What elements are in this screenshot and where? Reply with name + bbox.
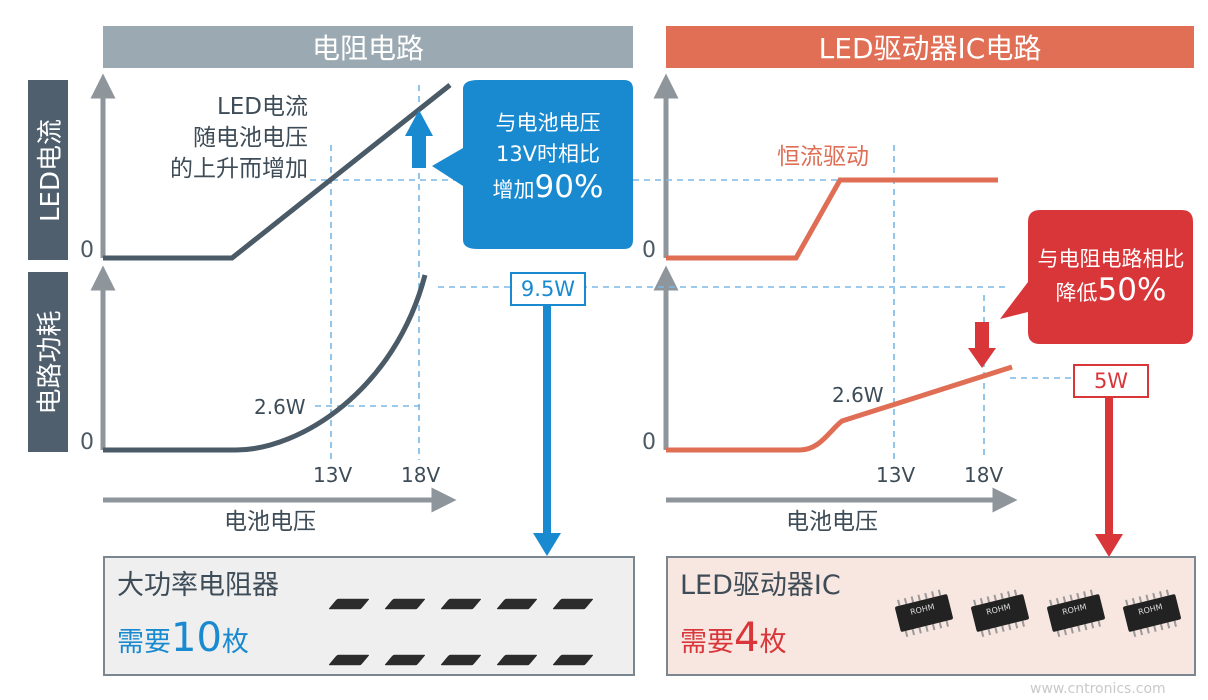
right-top-zero-label: 0 — [642, 238, 656, 263]
blue-down-arrow-icon — [533, 533, 561, 556]
left-top-zero-label: 0 — [80, 238, 94, 263]
resistor-requirement-box: 大功率电阻器 需要10枚 — [103, 556, 635, 676]
resistor-current-annotation: LED电流 随电池电压 的上升而增加 — [140, 92, 308, 185]
resistor-component-icon — [383, 653, 427, 667]
resistor-circuit-header: 电阻电路 — [103, 26, 633, 68]
decrease-callout-value: 50% — [1097, 272, 1167, 308]
led-driver-need-prefix: 需要 — [680, 627, 734, 658]
right-x-axis-label: 电池电压 — [786, 509, 878, 535]
decrease-callout-line-1: 与电阻电路相比 — [1037, 247, 1185, 271]
left-bottom-zero-label: 0 — [80, 430, 94, 455]
resistor-2p6w-label: 2.6W — [254, 395, 306, 419]
resistor-component-icon — [439, 653, 483, 667]
increase-callout-prefix: 增加 — [492, 178, 535, 202]
decrease-arrow-icon — [968, 348, 996, 368]
decrease-callout-text: 与电阻电路相比 降低50% — [1026, 244, 1196, 309]
resistor-component-icon — [551, 653, 595, 667]
led-power-value-box: 5W — [1073, 364, 1149, 398]
left-13v-tick: 13V — [313, 463, 353, 487]
increase-callout-line-1: 与电池电压 — [495, 111, 601, 135]
increase-callout-bubble — [432, 80, 633, 249]
right-13v-tick: 13V — [876, 463, 916, 487]
decrease-callout-line-2: 降低50% — [1026, 275, 1196, 309]
decrease-callout-prefix: 降低 — [1055, 281, 1098, 305]
led-current-curve — [666, 177, 998, 261]
watermark: www.cntronics.com — [1030, 681, 1166, 697]
resistor-power-curve — [103, 274, 428, 453]
resistor-box-title: 大功率电阻器 — [117, 570, 279, 601]
led-driver-need-count: 4 — [734, 615, 760, 661]
resistor-need-suffix: 枚 — [221, 627, 249, 658]
annotation-line-2: 随电池电压 — [193, 125, 308, 151]
right-axes — [653, 73, 1018, 513]
resistor-need-count: 10 — [171, 615, 222, 661]
constant-current-label: 恒流驱动 — [777, 144, 869, 170]
resistor-component-icon — [551, 597, 595, 611]
resistor-need-prefix: 需要 — [117, 627, 171, 658]
led-driver-need-suffix: 枚 — [759, 627, 787, 658]
led-driver-chip-icon: ROHM — [1042, 588, 1110, 642]
increase-callout-line-2: 13V时相比 — [495, 142, 601, 166]
led-driver-chip-icon: ROHM — [1118, 588, 1186, 642]
red-down-arrow-icon — [1095, 534, 1123, 557]
right-18v-tick: 18V — [964, 463, 1004, 487]
right-bottom-zero-label: 0 — [642, 430, 656, 455]
led-driver-box-title: LED驱动器IC — [680, 570, 841, 601]
led-driver-need-line: 需要4枚 — [680, 618, 786, 658]
increase-callout-value: 90% — [534, 169, 604, 205]
annotation-line-3: 的上升而增加 — [170, 156, 308, 182]
led-2p6w-label: 2.6W — [832, 383, 884, 407]
resistor-need-line: 需要10枚 — [117, 618, 249, 658]
resistor-component-icon — [383, 597, 427, 611]
left-axes — [90, 73, 457, 513]
annotation-line-1: LED电流 — [216, 94, 308, 120]
resistor-component-icon — [329, 653, 371, 667]
resistor-power-value-box: 9.5W — [510, 272, 586, 306]
led-driver-requirement-box: LED驱动器IC 需要4枚 ROHM ROHM ROHM — [666, 556, 1196, 676]
led-driver-circuit-header: LED驱动器IC电路 — [666, 26, 1194, 68]
left-x-axis-label: 电池电压 — [224, 509, 316, 535]
led-driver-chip-icon: ROHM — [966, 588, 1034, 642]
resistor-components-illustration — [329, 597, 595, 667]
led-driver-chip-icon: ROHM — [890, 588, 958, 642]
decrease-callout-bubble — [1000, 210, 1193, 344]
resistor-current-curve — [103, 83, 452, 261]
resistor-component-icon — [439, 597, 483, 611]
increase-callout-text: 与电池电压 13V时相比 增加90% — [466, 108, 630, 206]
left-18v-tick: 18V — [401, 463, 441, 487]
resistor-component-icon — [495, 597, 539, 611]
increase-arrow-icon — [405, 110, 433, 168]
circuit-power-side-label: 电路功耗 — [28, 272, 68, 452]
increase-callout-line-3: 增加90% — [466, 172, 630, 206]
led-power-curve — [666, 364, 1013, 453]
resistor-component-icon — [495, 653, 539, 667]
led-current-side-label: LED电流 — [28, 80, 68, 260]
resistor-component-icon — [329, 597, 371, 611]
